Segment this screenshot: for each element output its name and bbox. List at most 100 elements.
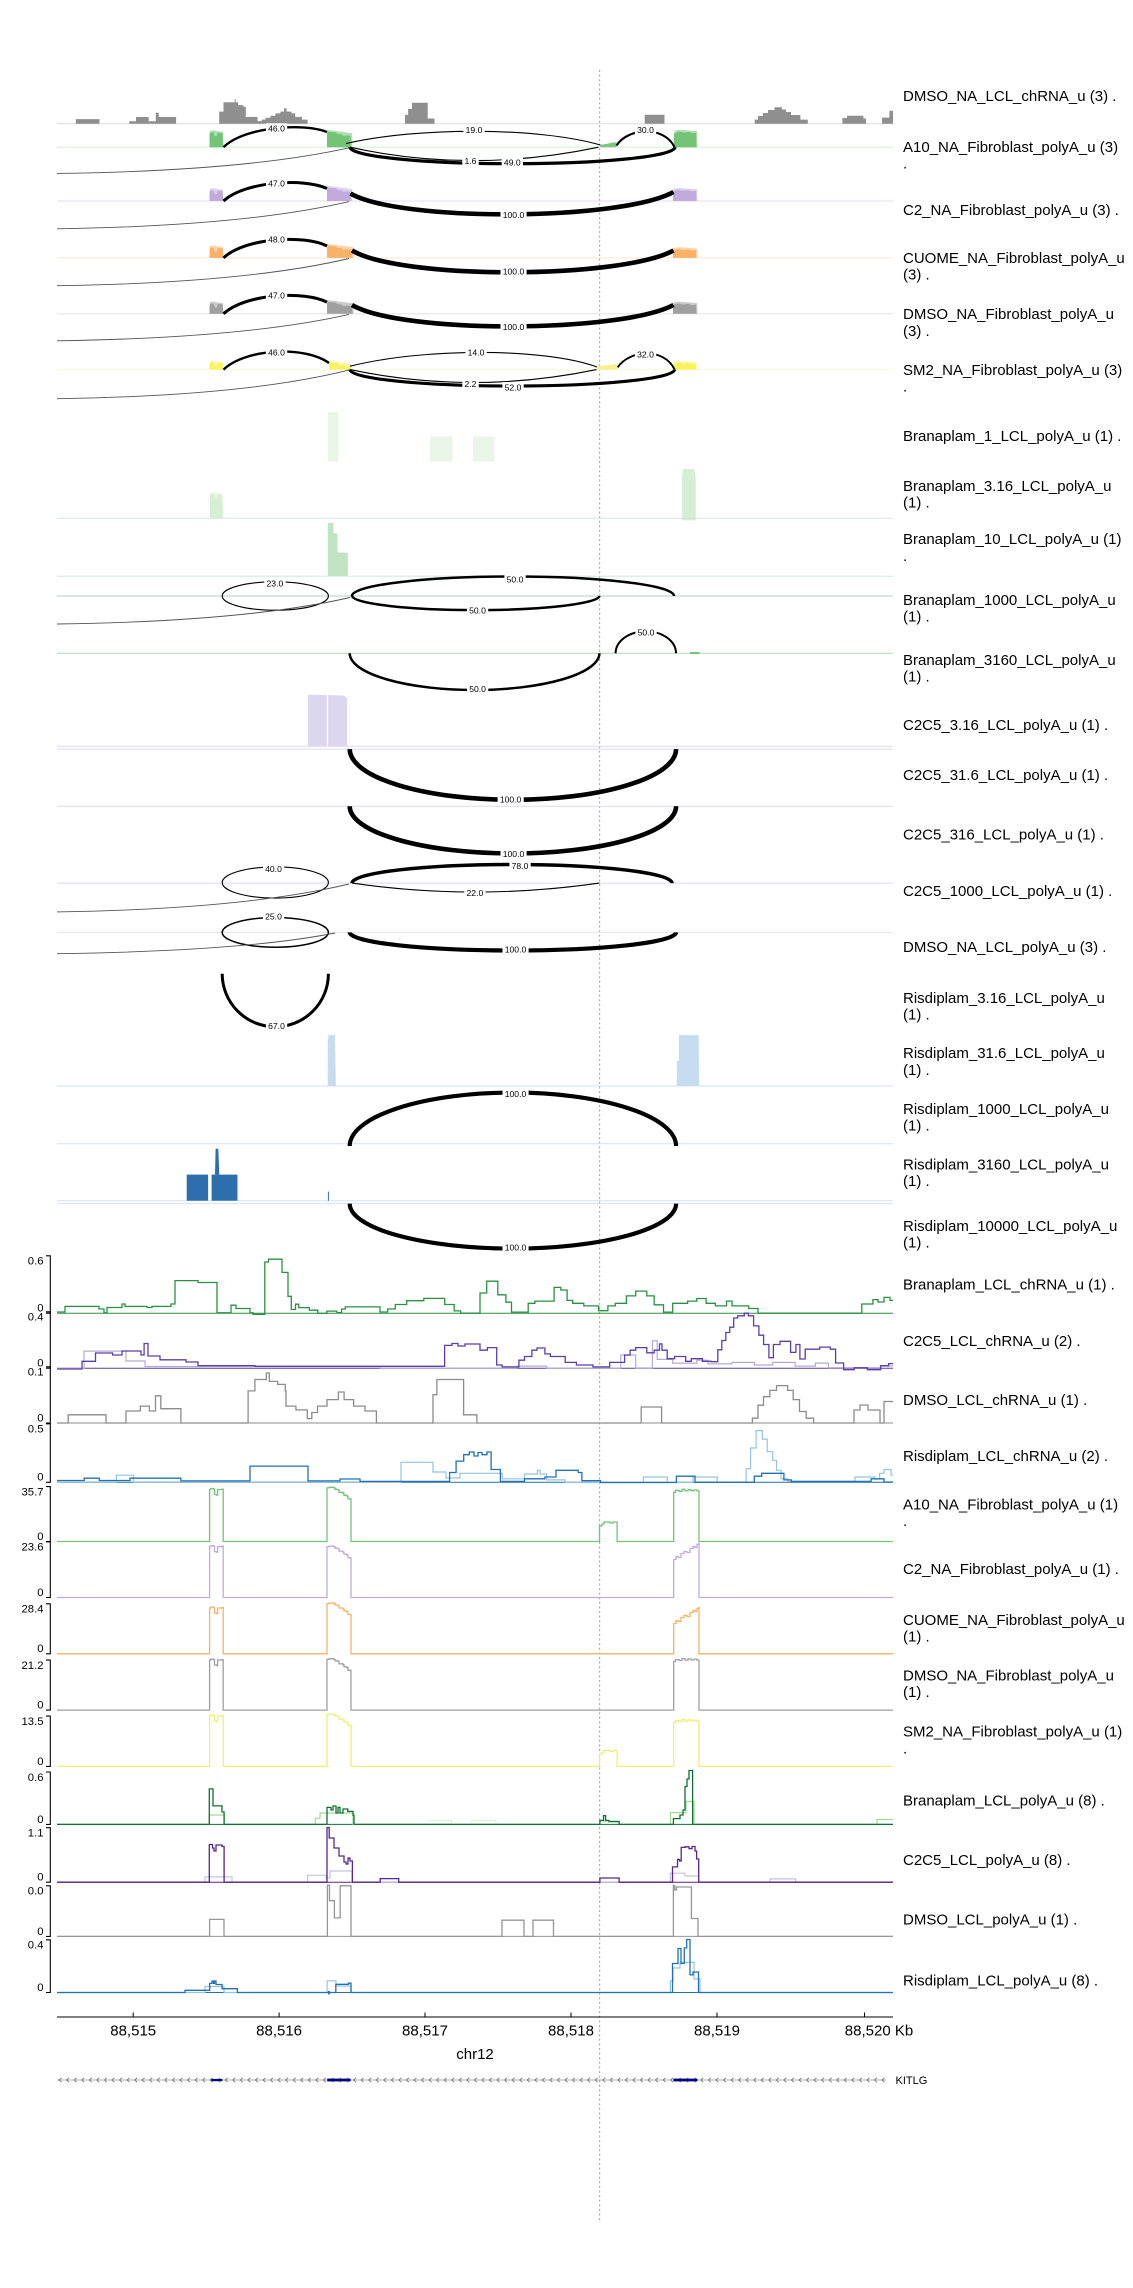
svg-text:46.0: 46.0: [268, 347, 285, 357]
svg-text:0: 0: [37, 1872, 43, 1884]
svg-text:21.2: 21.2: [22, 1660, 44, 1672]
svg-text:100.0: 100.0: [500, 794, 522, 804]
svg-text:0: 0: [37, 1643, 43, 1655]
svg-text:88,518: 88,518: [548, 2023, 594, 2040]
svg-text:100.0: 100.0: [503, 849, 525, 859]
svg-text:Branaplam_3160_LCL_polyA_u: Branaplam_3160_LCL_polyA_u: [903, 652, 1116, 669]
svg-text:C2C5_3.16_LCL_polyA_u (1) .: C2C5_3.16_LCL_polyA_u (1) .: [903, 717, 1108, 734]
svg-text:0: 0: [37, 1982, 43, 1994]
svg-text:22.0: 22.0: [467, 888, 484, 898]
svg-text:.: .: [903, 156, 907, 173]
svg-text:CUOME_NA_Fibroblast_polyA_u: CUOME_NA_Fibroblast_polyA_u: [903, 250, 1125, 267]
svg-text:A10_NA_Fibroblast_polyA_u (1): A10_NA_Fibroblast_polyA_u (1): [903, 1496, 1118, 1513]
svg-text:DMSO_LCL_chRNA_u (1) .: DMSO_LCL_chRNA_u (1) .: [903, 1392, 1087, 1409]
svg-text:(1) .: (1) .: [903, 1629, 930, 1646]
svg-text:Branaplam_3.16_LCL_polyA_u: Branaplam_3.16_LCL_polyA_u: [903, 478, 1111, 495]
svg-text:49.0: 49.0: [504, 157, 521, 167]
svg-text:25.0: 25.0: [265, 912, 282, 922]
svg-text:SM2_NA_Fibroblast_polyA_u (1): SM2_NA_Fibroblast_polyA_u (1): [903, 1724, 1122, 1741]
svg-text:47.0: 47.0: [268, 178, 285, 188]
svg-text:.: .: [903, 1513, 907, 1530]
svg-text:47.0: 47.0: [268, 291, 285, 301]
svg-text:C2C5_1000_LCL_polyA_u (1) .: C2C5_1000_LCL_polyA_u (1) .: [903, 883, 1112, 900]
svg-text:Risdiplam_31.6_LCL_polyA_u: Risdiplam_31.6_LCL_polyA_u: [903, 1045, 1105, 1062]
svg-text:50.0: 50.0: [507, 575, 524, 585]
svg-text:0: 0: [37, 1472, 43, 1484]
svg-text:50.0: 50.0: [469, 605, 486, 615]
svg-text:30.0: 30.0: [637, 125, 654, 135]
svg-text:DMSO_NA_Fibroblast_polyA_u: DMSO_NA_Fibroblast_polyA_u: [903, 1667, 1114, 1684]
svg-text:0: 0: [37, 1700, 43, 1712]
svg-text:A10_NA_Fibroblast_polyA_u (3): A10_NA_Fibroblast_polyA_u (3): [903, 139, 1118, 156]
svg-text:Branaplam_LCL_chRNA_u (1) .: Branaplam_LCL_chRNA_u (1) .: [903, 1277, 1115, 1294]
svg-text:28.4: 28.4: [22, 1604, 44, 1616]
svg-text:0.1: 0.1: [28, 1367, 44, 1379]
svg-text:(1) .: (1) .: [903, 1235, 930, 1252]
svg-text:88,515: 88,515: [110, 2023, 156, 2040]
svg-text:0: 0: [37, 1926, 43, 1938]
svg-text:0: 0: [37, 1531, 43, 1543]
svg-text:100.0: 100.0: [503, 266, 525, 276]
svg-text:0: 0: [37, 1358, 43, 1370]
svg-text:19.0: 19.0: [466, 125, 483, 135]
svg-text:0.6: 0.6: [28, 1256, 44, 1268]
svg-text:chr12: chr12: [456, 2046, 494, 2063]
svg-text:C2_NA_Fibroblast_polyA_u (3) .: C2_NA_Fibroblast_polyA_u (3) .: [903, 202, 1119, 219]
svg-text:(1) .: (1) .: [903, 495, 930, 512]
svg-text:.: .: [903, 548, 907, 565]
svg-text:35.7: 35.7: [22, 1486, 44, 1498]
svg-text:(1) .: (1) .: [903, 1007, 930, 1024]
svg-text:.: .: [903, 379, 907, 396]
svg-text:(1) .: (1) .: [903, 669, 930, 686]
svg-text:(1) .: (1) .: [903, 1062, 930, 1079]
svg-text:23.6: 23.6: [22, 1542, 44, 1554]
svg-text:0: 0: [37, 1412, 43, 1424]
svg-text:(1) .: (1) .: [903, 1173, 930, 1190]
svg-text:50.0: 50.0: [469, 684, 486, 694]
svg-text:SM2_NA_Fibroblast_polyA_u (3): SM2_NA_Fibroblast_polyA_u (3): [903, 362, 1122, 379]
svg-text:CUOME_NA_Fibroblast_polyA_u: CUOME_NA_Fibroblast_polyA_u: [903, 1612, 1125, 1629]
svg-text:0: 0: [37, 1756, 43, 1768]
svg-text:88,519: 88,519: [694, 2023, 740, 2040]
svg-text:1.6: 1.6: [465, 156, 477, 166]
svg-text:1.1: 1.1: [28, 1828, 44, 1840]
svg-text:Branaplam_10_LCL_polyA_u (1): Branaplam_10_LCL_polyA_u (1): [903, 531, 1121, 548]
svg-text:KITLG: KITLG: [896, 2075, 928, 2087]
svg-text:Risdiplam_3160_LCL_polyA_u: Risdiplam_3160_LCL_polyA_u: [903, 1156, 1109, 1173]
svg-text:Branaplam_1000_LCL_polyA_u: Branaplam_1000_LCL_polyA_u: [903, 592, 1116, 609]
svg-text:48.0: 48.0: [268, 235, 285, 245]
svg-text:40.0: 40.0: [265, 864, 282, 874]
svg-text:0: 0: [37, 1814, 43, 1826]
svg-text:46.0: 46.0: [268, 124, 285, 134]
svg-text:67.0: 67.0: [268, 1021, 285, 1031]
svg-text:DMSO_NA_LCL_polyA_u (3) .: DMSO_NA_LCL_polyA_u (3) .: [903, 939, 1106, 956]
svg-text:0.0: 0.0: [28, 1886, 44, 1898]
svg-text:0.4: 0.4: [28, 1940, 44, 1952]
svg-text:.: .: [903, 1740, 907, 1757]
svg-text:Branaplam_LCL_polyA_u (8) .: Branaplam_LCL_polyA_u (8) .: [903, 1792, 1105, 1809]
svg-text:(3) .: (3) .: [903, 267, 930, 284]
svg-text:100.0: 100.0: [503, 322, 525, 332]
svg-text:88,517: 88,517: [402, 2023, 448, 2040]
svg-text:50.0: 50.0: [638, 628, 655, 638]
svg-text:23.0: 23.0: [267, 578, 284, 588]
svg-text:Risdiplam_LCL_chRNA_u (2) .: Risdiplam_LCL_chRNA_u (2) .: [903, 1448, 1108, 1465]
svg-text:32.0: 32.0: [637, 350, 654, 360]
svg-text:Risdiplam_10000_LCL_polyA_u: Risdiplam_10000_LCL_polyA_u: [903, 1218, 1117, 1235]
svg-text:100.0: 100.0: [505, 1243, 527, 1253]
svg-text:88,516: 88,516: [256, 2023, 302, 2040]
svg-text:(1) .: (1) .: [903, 609, 930, 626]
svg-text:(3) .: (3) .: [903, 323, 930, 340]
svg-text:C2C5_316_LCL_polyA_u (1) .: C2C5_316_LCL_polyA_u (1) .: [903, 826, 1104, 843]
svg-text:Risdiplam_LCL_polyA_u (8) .: Risdiplam_LCL_polyA_u (8) .: [903, 1973, 1098, 1990]
svg-text:DMSO_NA_Fibroblast_polyA_u: DMSO_NA_Fibroblast_polyA_u: [903, 306, 1114, 323]
svg-text:(1) .: (1) .: [903, 1118, 930, 1135]
svg-text:C2C5_LCL_chRNA_u (2) .: C2C5_LCL_chRNA_u (2) .: [903, 1333, 1081, 1350]
svg-text:C2C5_LCL_polyA_u (8) .: C2C5_LCL_polyA_u (8) .: [903, 1852, 1071, 1869]
svg-text:(1) .: (1) .: [903, 1684, 930, 1701]
svg-text:78.0: 78.0: [512, 861, 529, 871]
svg-text:C2_NA_Fibroblast_polyA_u (1) .: C2_NA_Fibroblast_polyA_u (1) .: [903, 1561, 1119, 1578]
svg-text:0.6: 0.6: [28, 1772, 44, 1784]
svg-text:0: 0: [37, 1303, 43, 1315]
svg-text:C2C5_31.6_LCL_polyA_u (1) .: C2C5_31.6_LCL_polyA_u (1) .: [903, 767, 1108, 784]
